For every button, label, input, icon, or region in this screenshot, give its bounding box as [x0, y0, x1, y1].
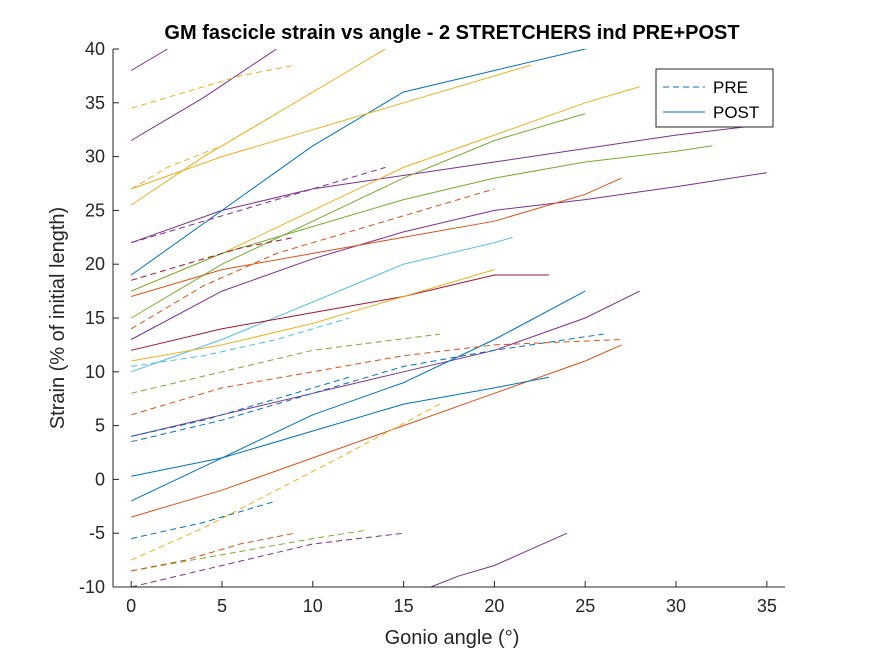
- x-tick-label: 15: [394, 596, 414, 616]
- y-tick-label: 30: [85, 147, 105, 167]
- series-line-18-solid: [430, 532, 568, 587]
- series-line-33-dashed: [131, 236, 295, 281]
- y-tick-label: 25: [85, 200, 105, 220]
- series-line-22-dashed: [131, 333, 440, 394]
- series-line-0-solid: [131, 123, 767, 244]
- series-line-9-solid: [130, 172, 767, 340]
- plot-area: [113, 49, 785, 587]
- series-line-25-dashed: [130, 403, 441, 561]
- y-tick-label: 40: [85, 39, 105, 59]
- series-line-15-solid: [130, 290, 586, 502]
- y-tick-label: 35: [85, 93, 105, 113]
- series-line-32-dashed: [131, 317, 350, 367]
- series-line-21-dashed: [130, 113, 277, 190]
- series-line-19-dashed: [130, 188, 495, 330]
- x-tick-label: 5: [217, 596, 227, 616]
- series-line-8-solid: [130, 113, 586, 319]
- y-tick-label: 5: [95, 416, 105, 436]
- series-line-26-dashed: [131, 500, 277, 540]
- y-tick-label: 15: [85, 308, 105, 328]
- x-tick-label: 35: [757, 596, 777, 616]
- series-line-12-solid: [131, 274, 549, 351]
- chart-title: GM fascicle strain vs angle - 2 STRETCHE…: [164, 22, 739, 44]
- x-axis-label: Gonio angle (°): [385, 627, 520, 649]
- x-tick-label: 20: [484, 596, 504, 616]
- series-line-30-dashed: [131, 166, 386, 244]
- ticks-layer: 0 5 10 15 20 25 30 35 -10 -5 0 5 10 15 20 25 30 35 40: [79, 39, 777, 616]
- series-line-24-dashed: [131, 339, 622, 416]
- y-tick-label: -5: [89, 523, 105, 543]
- series-layer: [130, 49, 767, 587]
- series-line-17-solid: [131, 376, 549, 477]
- series-line-16-solid: [131, 344, 622, 518]
- series-line-29-dashed: [131, 532, 404, 587]
- y-tick-label: -10: [79, 577, 105, 597]
- series-line-4-solid: [130, 49, 168, 71]
- series-line-20-dashed: [131, 376, 350, 437]
- series-line-23-dashed: [131, 333, 604, 443]
- legend-label-post: POST: [713, 103, 759, 122]
- series-line-6-solid: [131, 64, 531, 190]
- y-tick-label: 0: [95, 469, 105, 489]
- legend: PRE POST: [655, 68, 774, 128]
- series-line-31-dashed: [131, 64, 295, 109]
- series-line-3-solid: [130, 49, 277, 141]
- y-tick-label: 20: [85, 254, 105, 274]
- y-tick-label: 10: [85, 362, 105, 382]
- series-line-10-solid: [131, 177, 622, 297]
- legend-box: [655, 68, 774, 128]
- x-tick-label: 25: [575, 596, 595, 616]
- series-line-1-solid: [130, 49, 588, 276]
- x-tick-label: 10: [303, 596, 323, 616]
- y-axis-label: Strain (% of initial length): [47, 207, 69, 429]
- series-line-11-solid: [131, 236, 513, 373]
- series-line-13-solid: [131, 269, 495, 362]
- legend-label-pre: PRE: [713, 78, 748, 97]
- x-tick-label: 0: [126, 596, 136, 616]
- series-line-27-dashed: [131, 529, 368, 572]
- x-tick-label: 30: [666, 596, 686, 616]
- series-line-28-dashed: [131, 532, 295, 572]
